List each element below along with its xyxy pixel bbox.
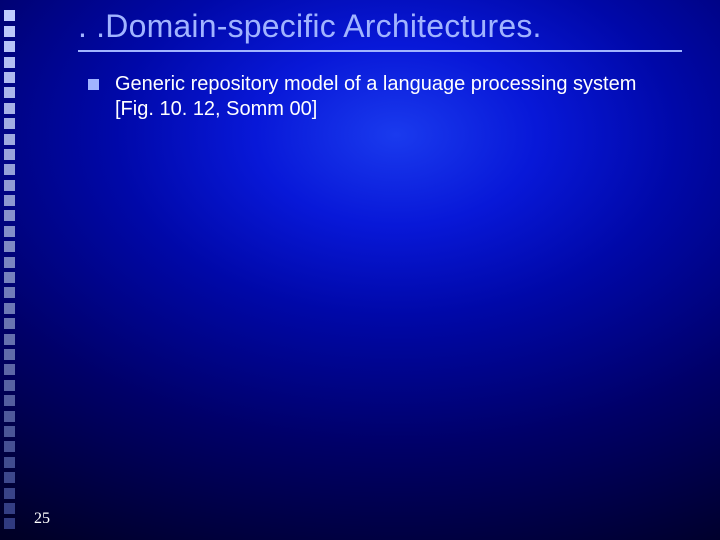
strip-square-icon [4,395,15,406]
strip-square-icon [4,134,15,145]
decorative-left-strip [0,0,20,540]
strip-square-icon [4,164,15,175]
strip-square-icon [4,26,15,37]
strip-square-icon [4,226,15,237]
strip-square-icon [4,518,15,529]
strip-square-icon [4,380,15,391]
strip-square-icon [4,503,15,514]
strip-square-icon [4,318,15,329]
square-bullet-icon [88,79,99,90]
strip-square-icon [4,426,15,437]
strip-square-icon [4,210,15,221]
strip-square-icon [4,10,15,21]
strip-square-icon [4,180,15,191]
strip-square-icon [4,41,15,52]
strip-square-icon [4,272,15,283]
strip-square-icon [4,349,15,360]
strip-square-icon [4,195,15,206]
strip-square-icon [4,87,15,98]
slide: . .Domain-specific Architectures. Generi… [0,0,720,540]
strip-square-icon [4,118,15,129]
strip-square-icon [4,287,15,298]
strip-square-icon [4,303,15,314]
strip-square-icon [4,488,15,499]
strip-square-icon [4,72,15,83]
strip-square-icon [4,334,15,345]
page-number: 25 [34,510,50,528]
strip-square-icon [4,441,15,452]
strip-square-icon [4,103,15,114]
strip-square-icon [4,457,15,468]
strip-square-icon [4,57,15,68]
strip-square-icon [4,411,15,422]
title-underline [78,50,682,52]
strip-square-icon [4,149,15,160]
strip-square-icon [4,257,15,268]
bullet-item: Generic repository model of a language p… [88,72,678,122]
slide-title: . .Domain-specific Architectures. [78,8,542,45]
strip-square-icon [4,241,15,252]
strip-square-icon [4,364,15,375]
bullet-text: Generic repository model of a language p… [115,72,678,122]
strip-square-icon [4,472,15,483]
